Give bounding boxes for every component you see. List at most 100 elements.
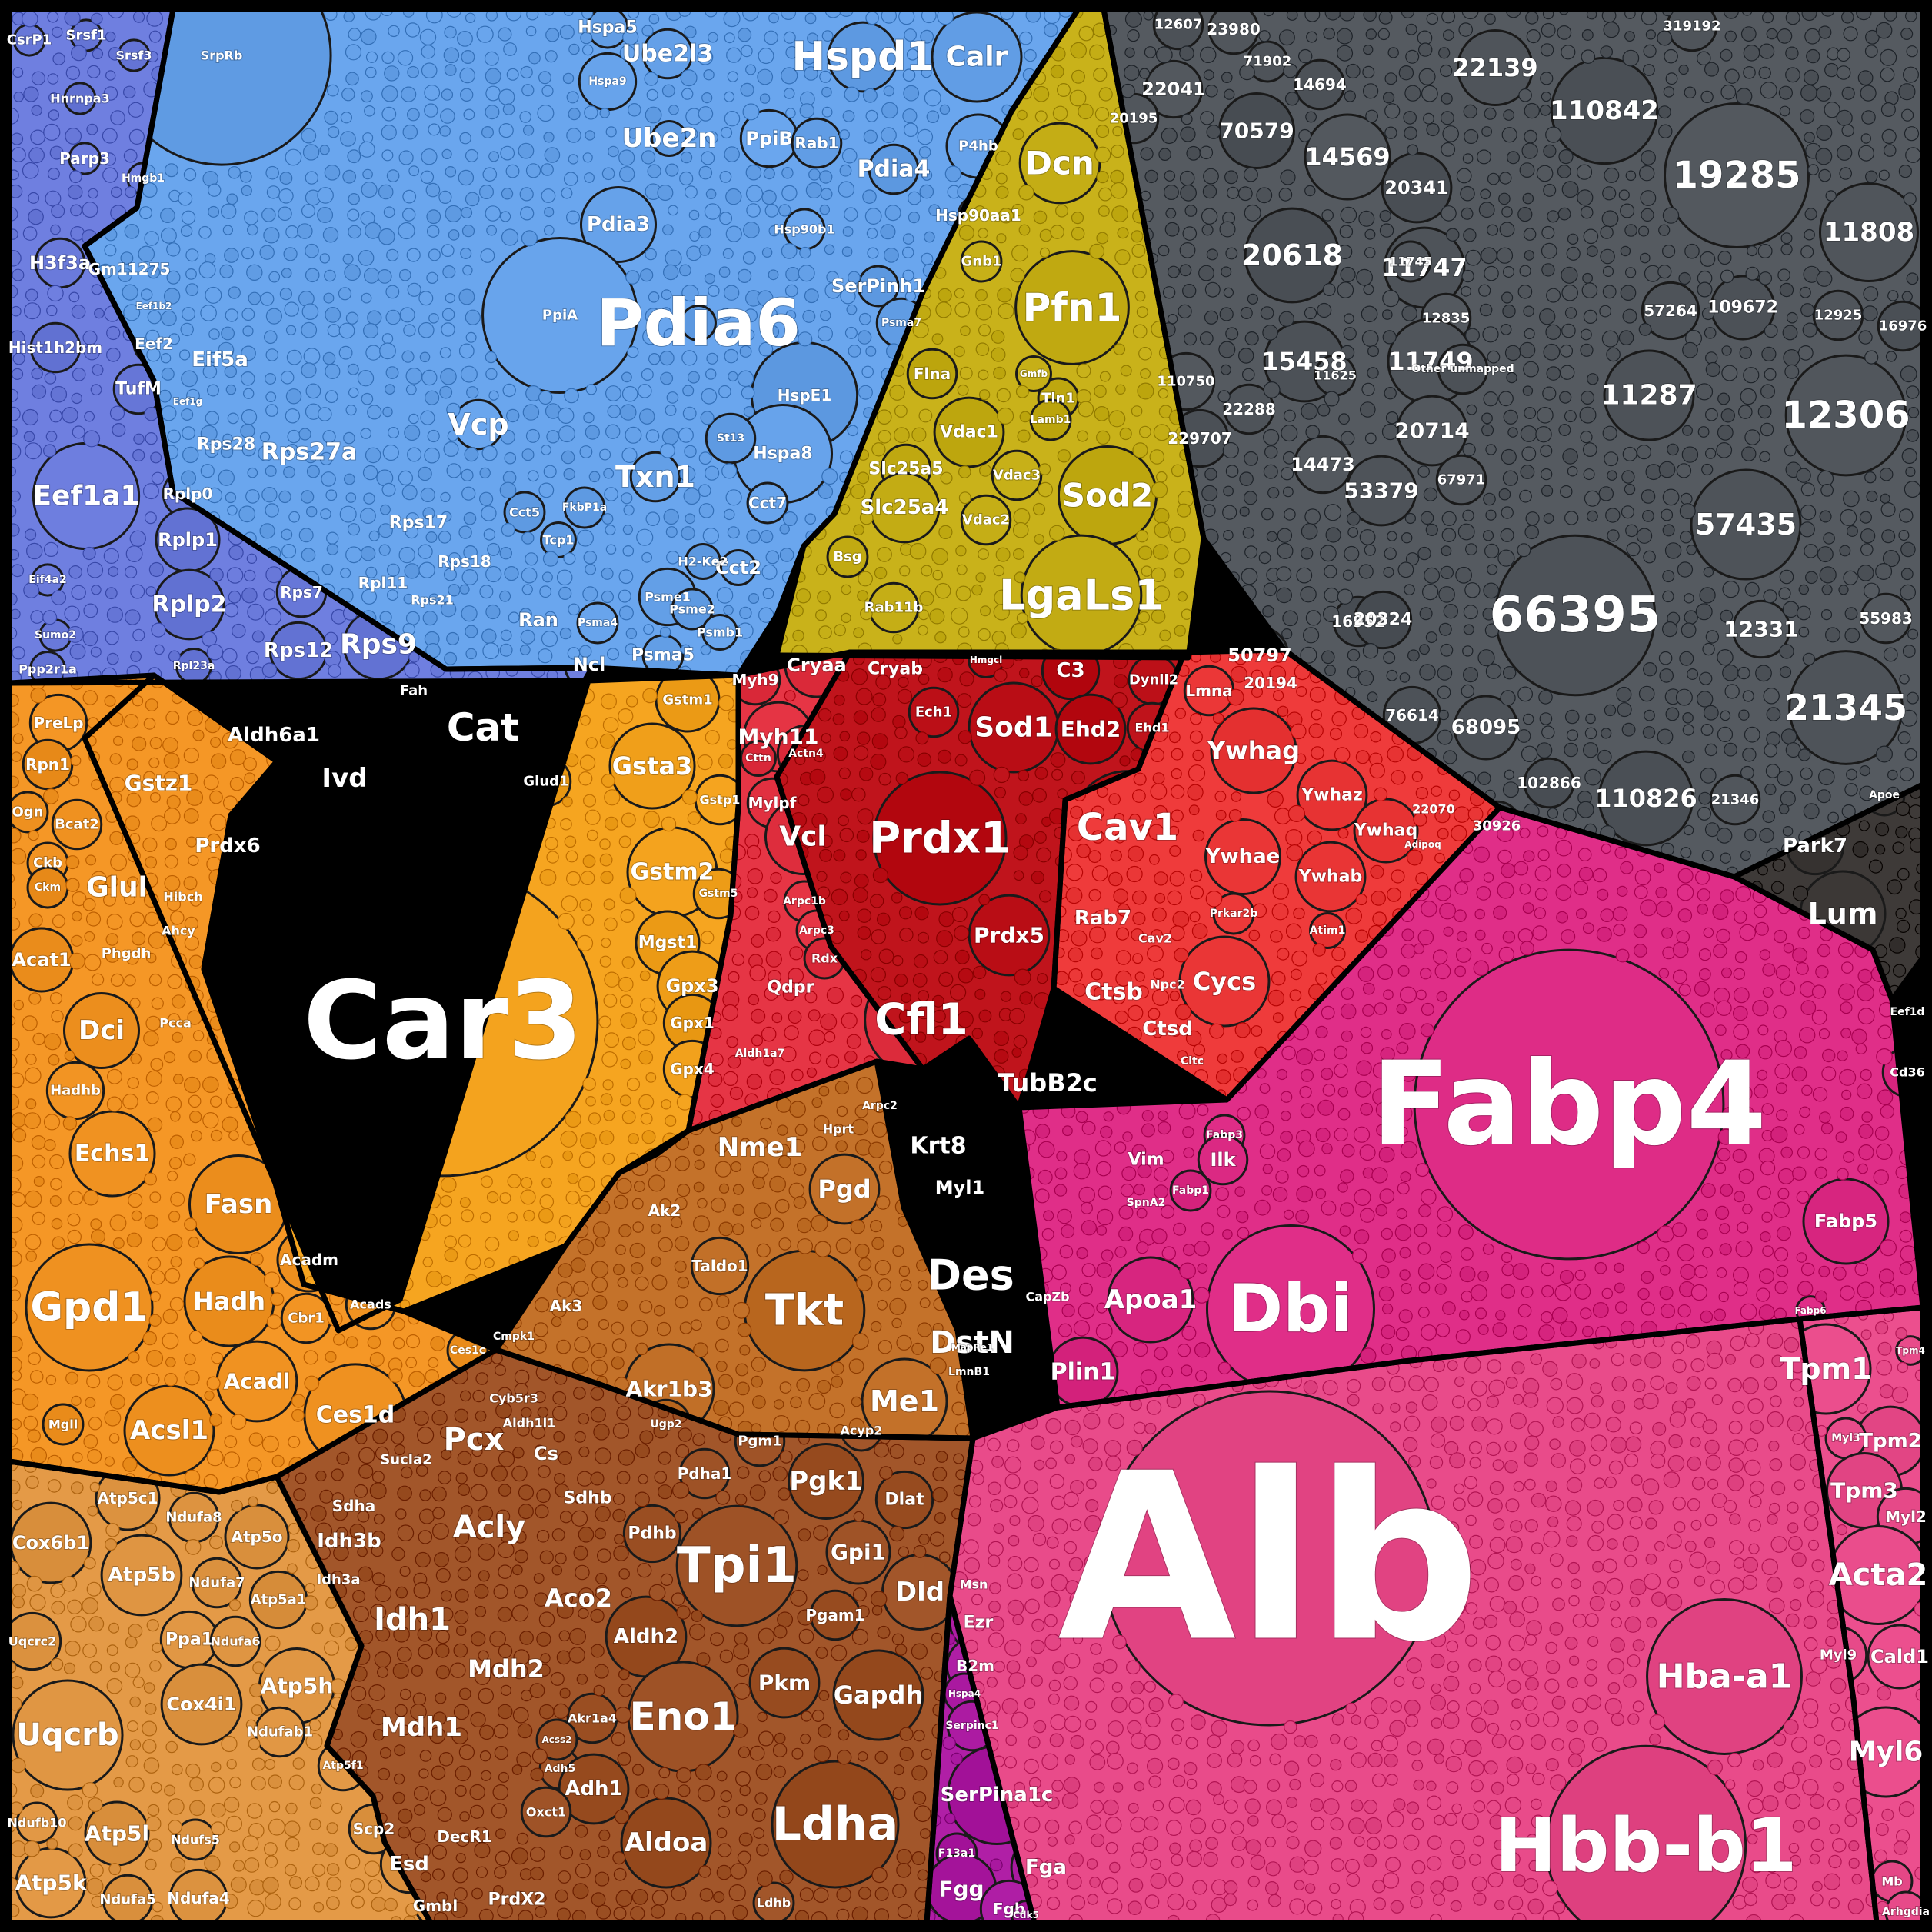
minor-cell	[1697, 1228, 1708, 1240]
minor-cell	[1043, 1210, 1054, 1221]
minor-cell	[145, 1858, 157, 1870]
minor-cell	[311, 1842, 325, 1856]
minor-cell	[541, 630, 558, 648]
minor-cell	[520, 1189, 536, 1205]
minor-cell	[1621, 470, 1635, 484]
minor-cell	[458, 1744, 475, 1760]
minor-cell	[309, 1797, 322, 1809]
minor-cell	[847, 425, 859, 437]
minor-cell	[1121, 1166, 1137, 1181]
minor-cell	[391, 1431, 405, 1444]
minor-cell	[165, 1740, 178, 1754]
minor-cell	[1404, 126, 1417, 140]
minor-cell	[1880, 48, 1897, 66]
minor-cell	[348, 387, 359, 398]
minor-cell	[1057, 1208, 1072, 1224]
minor-cell	[1697, 806, 1712, 821]
minor-cell	[448, 551, 461, 565]
minor-cell	[1797, 926, 1810, 940]
minor-cell	[839, 828, 854, 843]
minor-cell	[129, 1739, 142, 1750]
minor-cell	[420, 170, 435, 184]
minor-cell	[1777, 770, 1793, 787]
minor-cell	[757, 290, 774, 307]
minor-cell	[326, 1896, 340, 1910]
minor-cell	[452, 1867, 468, 1884]
minor-cell	[1420, 1023, 1434, 1038]
minor-cell	[851, 1118, 869, 1136]
minor-cell	[1321, 1143, 1333, 1154]
minor-cell	[881, 9, 898, 24]
minor-cell	[1735, 885, 1752, 902]
minor-cell	[428, 248, 441, 261]
minor-cell	[280, 370, 295, 385]
minor-cell	[1115, 970, 1132, 987]
minor-cell	[611, 1732, 625, 1747]
minor-cell	[613, 1545, 629, 1561]
minor-cell	[1164, 222, 1180, 237]
minor-cell	[1474, 929, 1486, 941]
minor-cell	[1879, 467, 1894, 481]
minor-cell	[929, 1357, 947, 1375]
minor-cell	[84, 931, 95, 942]
minor-cell	[675, 1444, 690, 1458]
minor-cell	[317, 207, 334, 224]
minor-cell	[203, 1474, 218, 1489]
minor-cell	[1110, 182, 1128, 199]
minor-cell	[1122, 1131, 1133, 1142]
minor-cell	[978, 228, 988, 239]
minor-cell	[45, 1374, 57, 1386]
minor-cell	[1638, 225, 1650, 237]
minor-cell	[1780, 232, 1793, 245]
minor-cell	[408, 165, 420, 177]
minor-cell	[1733, 1281, 1748, 1297]
minor-cell	[993, 1030, 1010, 1047]
minor-cell	[395, 1586, 408, 1599]
minor-cell	[309, 1818, 321, 1830]
minor-cell	[1857, 70, 1874, 86]
minor-cell	[1576, 908, 1587, 920]
minor-cell	[1169, 526, 1186, 544]
minor-cell	[784, 690, 796, 702]
minor-cell	[870, 1321, 882, 1333]
minor-cell	[1321, 650, 1335, 665]
minor-cell	[576, 1318, 588, 1331]
minor-cell	[1440, 1251, 1452, 1264]
minor-cell	[537, 105, 555, 122]
cell-11745	[1389, 240, 1432, 283]
minor-cell	[83, 344, 100, 361]
minor-cell	[458, 288, 475, 305]
minor-cell	[1188, 804, 1200, 816]
minor-cell	[419, 351, 431, 363]
minor-cell	[1304, 307, 1317, 320]
minor-cell	[183, 168, 197, 182]
minor-cell	[698, 1297, 713, 1311]
minor-cell	[1094, 146, 1111, 163]
minor-cell	[418, 1530, 433, 1544]
minor-cell	[25, 1190, 42, 1208]
minor-cell	[456, 1625, 467, 1636]
minor-cell	[1658, 124, 1673, 138]
minor-cell	[1667, 443, 1679, 456]
minor-cell	[816, 871, 828, 882]
minor-cell	[11, 305, 22, 317]
minor-cell	[730, 1863, 747, 1880]
minor-cell	[1407, 144, 1419, 156]
minor-cell	[82, 1643, 97, 1658]
minor-cell	[625, 426, 642, 444]
minor-cell	[207, 384, 220, 397]
minor-cell	[659, 351, 675, 366]
minor-cell	[839, 504, 851, 515]
minor-cell	[1115, 950, 1131, 965]
minor-cell	[559, 627, 572, 640]
minor-cell	[665, 404, 677, 416]
minor-cell	[798, 794, 810, 807]
minor-cell	[694, 1159, 705, 1170]
minor-cell	[1614, 1282, 1625, 1294]
minor-cell	[441, 148, 452, 159]
minor-cell	[1271, 903, 1289, 921]
minor-cell	[1132, 264, 1147, 278]
minor-cell	[265, 566, 283, 584]
minor-cell	[1041, 1227, 1054, 1241]
minor-cell	[647, 164, 661, 178]
